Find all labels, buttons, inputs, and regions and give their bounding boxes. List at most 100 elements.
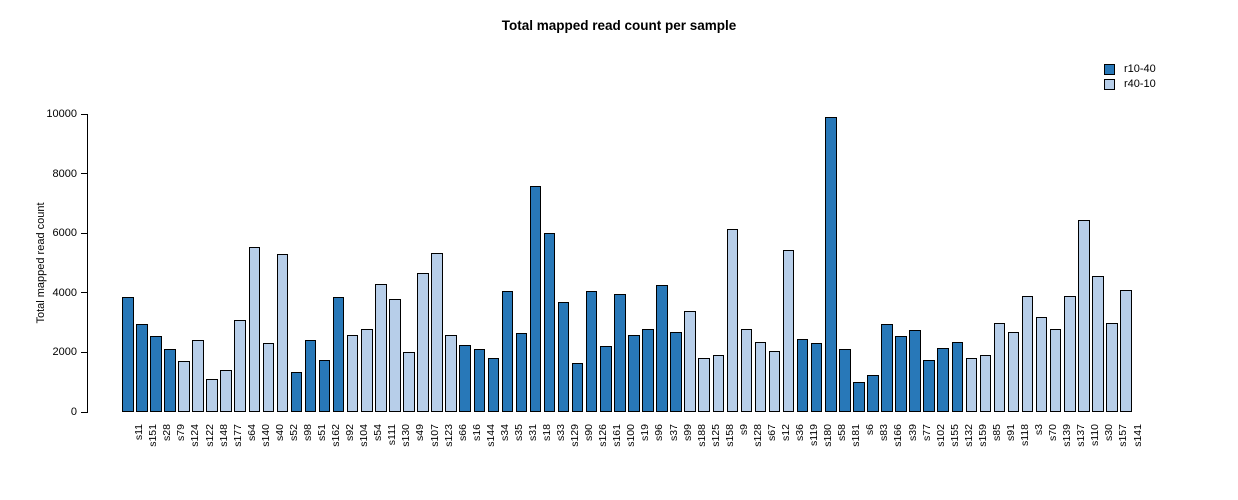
bar-s111	[375, 283, 387, 412]
y-tick	[81, 411, 88, 413]
x-tick-label-s159: s159	[976, 424, 989, 447]
x-tick-label-s92: s92	[344, 424, 357, 441]
x-tick-label-s91: s91	[1004, 424, 1017, 441]
bar-s132	[951, 341, 964, 412]
bar-s177	[220, 370, 232, 412]
x-tick-label-s132: s132	[962, 424, 975, 447]
bar-s128	[740, 328, 753, 412]
y-axis	[87, 114, 88, 413]
x-tick-label-s36: s36	[794, 424, 807, 441]
y-tick	[81, 113, 88, 115]
y-tick	[81, 232, 88, 234]
x-tick-label-s125: s125	[709, 424, 722, 447]
bar-s33	[543, 233, 556, 412]
x-tick-label-s19: s19	[639, 424, 652, 441]
bar-s130	[389, 298, 401, 412]
x-tick-label-s12: s12	[780, 424, 792, 441]
x-tick-label-s124: s124	[189, 424, 202, 447]
x-tick-label-s177: s177	[231, 424, 244, 447]
x-tick-label-s122: s122	[203, 424, 216, 447]
bar-s37	[656, 285, 668, 412]
bar-s12	[768, 350, 781, 412]
x-tick-label-s102: s102	[934, 424, 947, 447]
bar-s159	[965, 358, 978, 412]
x-tick-label-s16: s16	[470, 424, 483, 441]
legend-item-r10-40: r10-40	[1104, 62, 1156, 76]
x-tick-label-s49: s49	[414, 424, 427, 441]
x-tick-label-s130: s130	[400, 424, 413, 447]
y-tick-label: 8000	[52, 167, 77, 180]
y-tick-label: 6000	[52, 227, 77, 240]
bar-s104	[346, 334, 359, 412]
bar-s83	[867, 374, 879, 412]
bar-s36	[782, 249, 795, 412]
x-tick-label-s77: s77	[920, 424, 933, 441]
x-tick-label-s155: s155	[948, 424, 961, 447]
chart-legend: r10-40 r40-10	[1104, 62, 1156, 92]
x-tick-label-s140: s140	[259, 424, 272, 447]
x-tick-label-s34: s34	[498, 424, 511, 441]
bar-s139	[1049, 328, 1062, 412]
legend-swatch-r40-10-icon	[1104, 78, 1115, 90]
chart-title: Total mapped read count per sample	[501, 18, 737, 33]
x-tick-label-s54: s54	[372, 424, 385, 441]
bar-s126	[585, 291, 598, 412]
x-tick-label-s111: s111	[386, 424, 399, 446]
bar-s123	[431, 252, 443, 412]
bar-s180	[810, 343, 823, 412]
bar-s157	[1106, 322, 1118, 412]
x-tick-label-s107: s107	[428, 424, 441, 447]
bar-s181	[839, 349, 851, 412]
bar-s100	[614, 294, 626, 412]
x-tick-label-s148: s148	[217, 424, 230, 447]
bar-s54	[361, 328, 373, 412]
y-tick-label: 4000	[52, 286, 77, 299]
bar-s58	[825, 116, 837, 412]
x-tick-label-s96: s96	[653, 424, 666, 441]
bar-s98	[290, 371, 303, 412]
bar-s39	[895, 336, 907, 412]
y-tick-label: 10000	[46, 108, 77, 120]
x-tick-label-s67: s67	[765, 424, 778, 441]
bar-s77	[909, 330, 921, 412]
x-tick-label-s9: s9	[737, 424, 750, 436]
bar-s67	[754, 341, 767, 412]
x-tick-label-s66: s66	[456, 424, 469, 441]
bar-s11	[122, 297, 134, 412]
bar-s155	[937, 347, 949, 412]
x-tick-label-s70: s70	[1047, 424, 1060, 441]
x-tick-label-s157: s157	[1117, 424, 1130, 447]
x-tick-label-s100: s100	[625, 424, 638, 447]
y-tick-label: 0	[70, 406, 77, 418]
x-tick-label-s139: s139	[1061, 424, 1074, 447]
x-tick-label-s137: s137	[1075, 424, 1088, 447]
bar-s99	[670, 331, 682, 412]
bar-s161	[600, 346, 612, 412]
x-tick-label-s52: s52	[287, 424, 300, 441]
legend-label-r10-40: r10-40	[1124, 63, 1156, 75]
x-tick-label-s141: s141	[1131, 424, 1144, 447]
bar-s137	[1064, 295, 1076, 412]
bar-s66	[445, 334, 457, 412]
x-tick-label-s98: s98	[301, 424, 314, 441]
x-tick-label-s31: s31	[526, 424, 539, 441]
x-tick-label-s51: s51	[316, 424, 329, 441]
y-tick	[81, 173, 88, 175]
bar-s40	[262, 343, 275, 412]
bar-s166	[881, 324, 893, 412]
bar-s158	[712, 355, 725, 412]
x-tick-label-s64: s64	[245, 424, 258, 441]
bar-s122	[192, 340, 204, 412]
bar-s34	[487, 358, 500, 412]
x-tick-label-s3: s3	[1033, 424, 1046, 436]
bar-s140	[248, 246, 261, 412]
legend-label-r40-10: r40-10	[1124, 78, 1156, 90]
bar-s90	[571, 362, 584, 412]
bar-s151	[136, 324, 148, 412]
bar-s92	[332, 297, 345, 412]
x-tick-label-s166: s166	[892, 424, 905, 447]
bar-s129	[557, 301, 570, 412]
y-axis-title: Total mapped read count	[35, 202, 47, 324]
x-tick-label-s40: s40	[273, 424, 286, 441]
